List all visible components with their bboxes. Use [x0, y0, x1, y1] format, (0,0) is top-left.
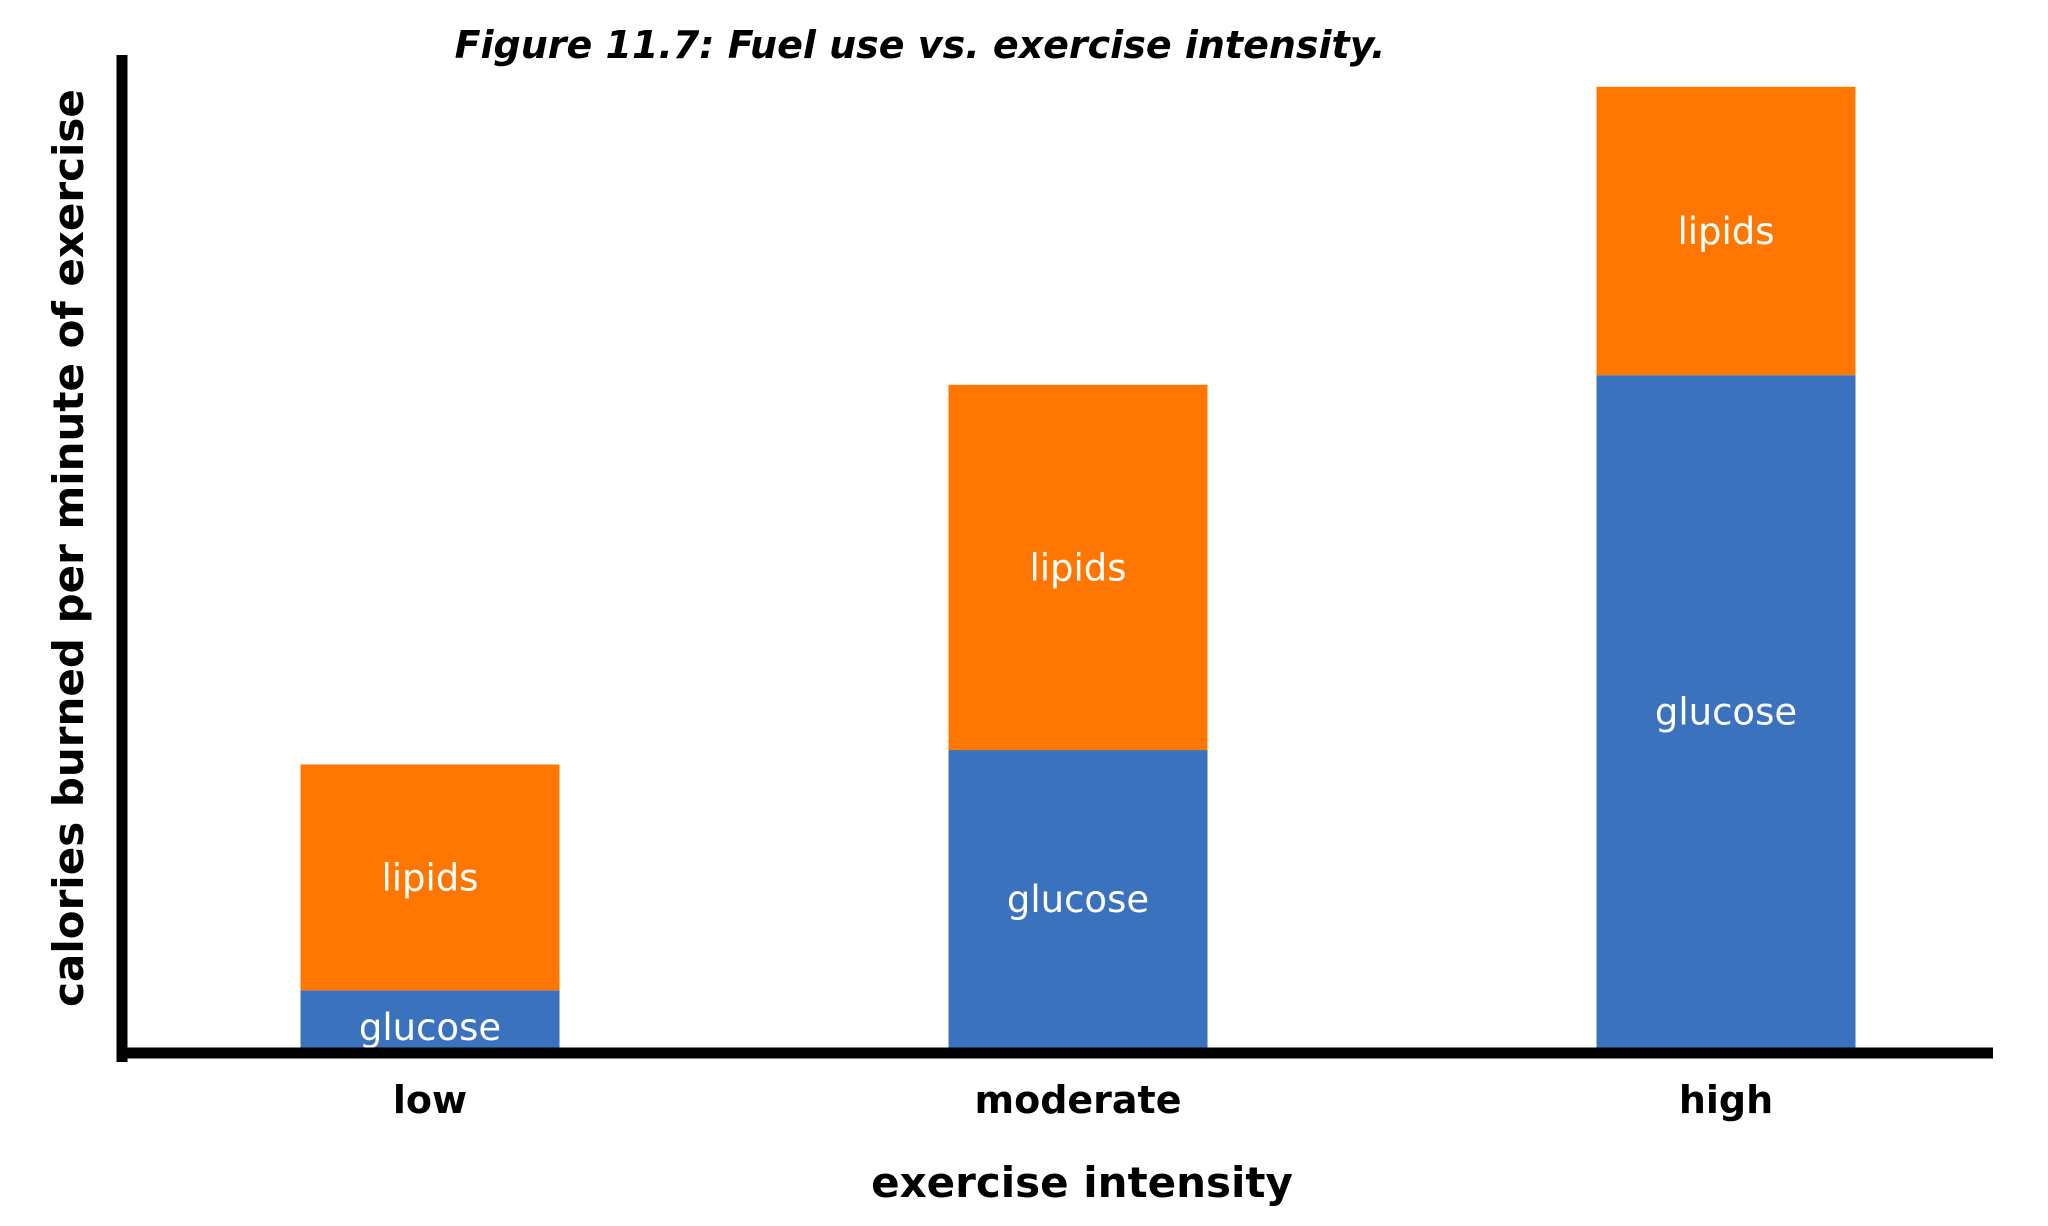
bar-glucose-high [1596, 375, 1856, 1049]
x-tick-label-high: high [1679, 1078, 1773, 1122]
segment-label-lipids-low: lipids [381, 856, 478, 899]
x-tick-labels: low moderate high [393, 1078, 1773, 1122]
segment-label-glucose-low: glucose [359, 1006, 501, 1049]
x-tick-label-low: low [393, 1078, 467, 1122]
segment-label-glucose-high: glucose [1655, 691, 1797, 734]
bar-glucose-moderate [948, 750, 1208, 1048]
chart-title: Figure 11.7: Fuel use vs. exercise inten… [455, 23, 1386, 67]
segment-label-glucose-moderate: glucose [1007, 878, 1149, 921]
y-axis-title: calories burned per minute of exercise [44, 89, 93, 1007]
bars-group: glucose lipids glucose lipids glucose lipids [300, 86, 1856, 1049]
segment-label-lipids-moderate: lipids [1029, 546, 1126, 589]
x-axis-title: exercise intensity [871, 1158, 1293, 1207]
bar-lipids-high [1596, 86, 1856, 376]
bar-lipids-low [300, 764, 560, 991]
x-tick-label-moderate: moderate [975, 1078, 1182, 1122]
bar-lipids-moderate [948, 384, 1208, 751]
segment-label-lipids-high: lipids [1677, 210, 1774, 253]
bar-glucose-low [300, 990, 560, 1048]
